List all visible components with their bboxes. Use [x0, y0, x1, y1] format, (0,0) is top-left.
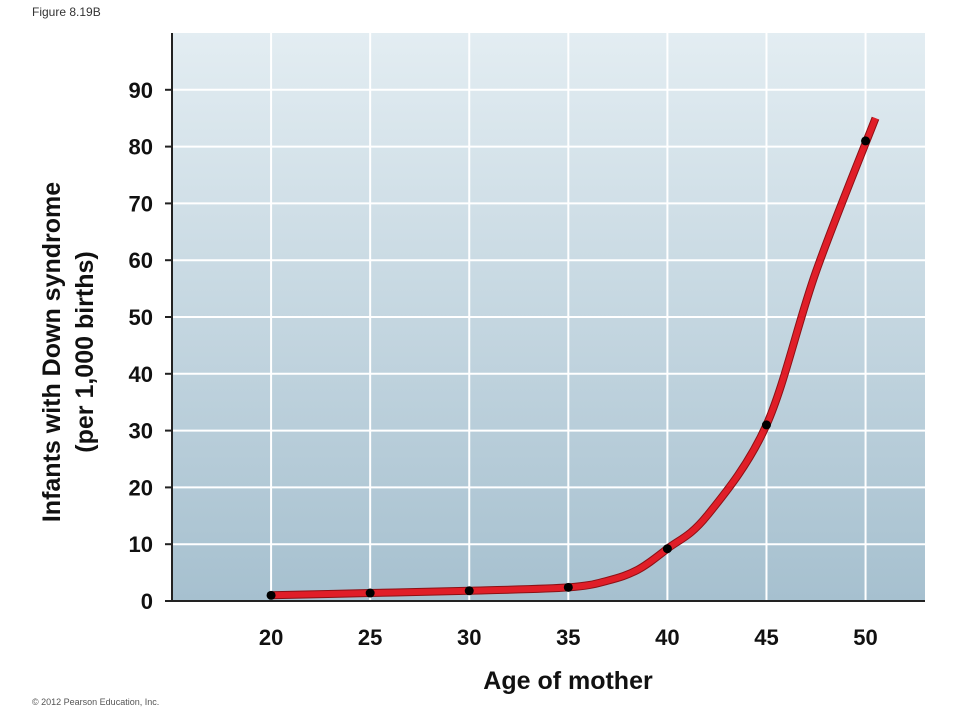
copyright-notice: © 2012 Pearson Education, Inc.: [32, 697, 160, 707]
x-tick-label: 50: [853, 625, 877, 650]
series-line: [271, 117, 879, 599]
y-tick-label: 50: [129, 305, 153, 330]
x-tick-label: 30: [457, 625, 481, 650]
y-tick-label: 10: [129, 532, 153, 557]
data-point: [662, 544, 672, 554]
x-tick-labels: 20 25 30 35 40 45 50: [259, 625, 878, 650]
data-point: [563, 582, 573, 592]
data-points: [266, 136, 871, 600]
x-axis-title: Age of mother: [483, 667, 653, 695]
x-tick-label: 35: [556, 625, 580, 650]
y-tick-label: 90: [129, 78, 153, 103]
data-point: [761, 420, 771, 430]
y-axis-title: Infants with Down syndrome (per 1,000 bi…: [38, 182, 99, 522]
x-tick-label: 20: [259, 625, 283, 650]
y-axis-title-line-1: Infants with Down syndrome: [38, 182, 66, 522]
y-tick-label: 60: [129, 248, 153, 273]
y-tick-label: 30: [129, 419, 153, 444]
x-tick-label: 45: [754, 625, 778, 650]
data-point: [464, 586, 474, 596]
data-point: [861, 136, 871, 146]
data-point: [266, 590, 276, 600]
y-tick-label: 70: [129, 191, 153, 216]
y-tick-labels: 0 10 20 30 40 50 60 70 80 90: [129, 78, 153, 614]
y-tick-label: 40: [129, 362, 153, 387]
y-axis-title-line-2: (per 1,000 births): [71, 251, 99, 452]
y-tick-label: 20: [129, 475, 153, 500]
x-tick-label: 25: [358, 625, 382, 650]
data-point: [365, 588, 375, 598]
series: [271, 116, 880, 600]
y-tick-label: 0: [141, 589, 153, 614]
figure-label: Figure 8.19B: [32, 5, 101, 19]
y-tick-label: 80: [129, 135, 153, 160]
x-tick-label: 40: [655, 625, 679, 650]
